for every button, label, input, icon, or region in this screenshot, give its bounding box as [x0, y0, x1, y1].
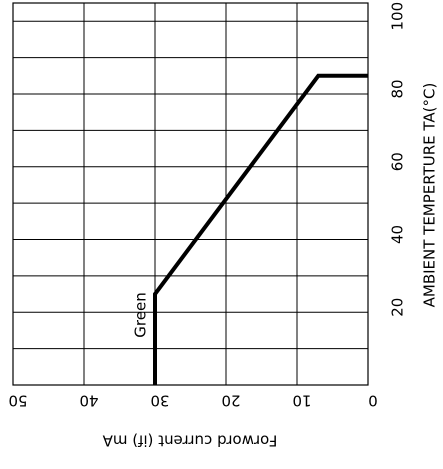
y-tick-label: 20 [221, 392, 240, 410]
y-tick-label: 40 [79, 392, 98, 410]
y-axis-label: Forword current (if) mA [102, 432, 277, 450]
y-tick-label: 0 [368, 392, 378, 410]
x-axis-label: AMBIENT TEMPERTURE TA(°C) [421, 83, 439, 308]
x-tick-label: 20 [389, 298, 407, 317]
x-tick-label: 60 [389, 152, 407, 171]
line [153, 73, 368, 385]
x-tick-label: 100 [389, 2, 407, 31]
y-tick-label: 10 [292, 392, 311, 410]
plot-border [12, 2, 369, 386]
x-tick-label: 80 [389, 79, 407, 98]
series-label: Green [132, 292, 150, 337]
y-tick-label: 30 [150, 392, 169, 410]
x-tick-label: 40 [389, 225, 407, 244]
y-tick-label: 50 [8, 392, 27, 410]
